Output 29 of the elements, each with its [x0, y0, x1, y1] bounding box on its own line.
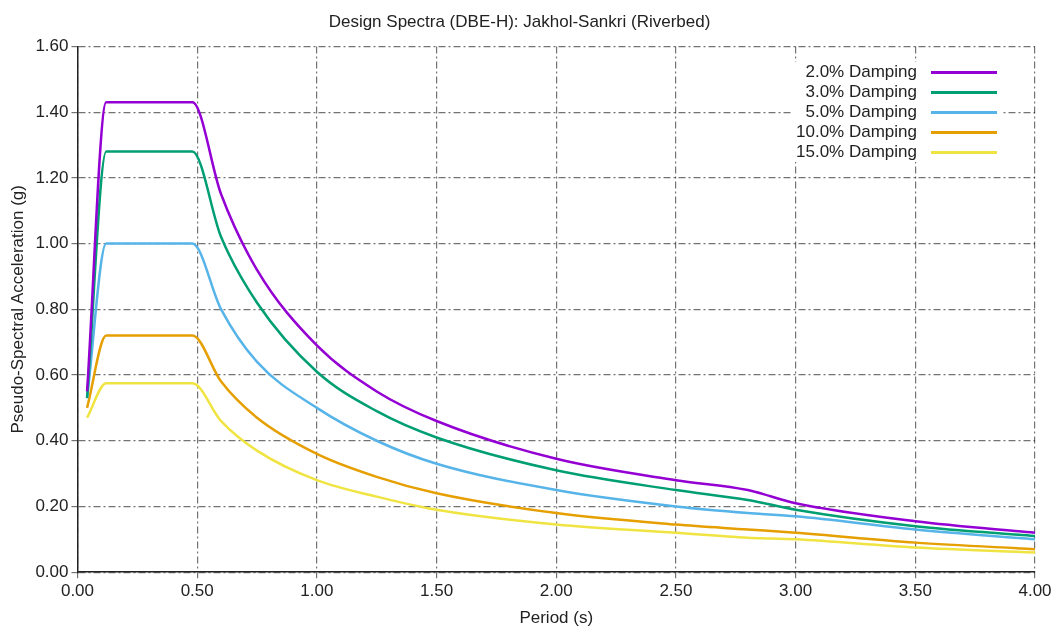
- y-axis-title: Pseudo-Spectral Acceleration (g): [7, 185, 27, 434]
- line-series: [85, 381, 1035, 554]
- line-series: [85, 334, 1035, 551]
- x-tick-label: 2.00: [539, 581, 573, 601]
- legend-label: 15.0% Damping: [796, 142, 917, 162]
- x-tick-label: 1.50: [420, 581, 454, 601]
- x-tick-label: 0.50: [180, 581, 214, 601]
- legend-label: 5.0% Damping: [805, 102, 917, 122]
- chart-title: Design Spectra (DBE-H): Jakhol-Sankri (Riverbed): [328, 11, 711, 31]
- y-tick-label: 0.20: [35, 496, 69, 516]
- y-tick-label: 0.40: [35, 430, 69, 450]
- x-tick-label: 2.50: [659, 581, 693, 601]
- legend-label: 10.0% Damping: [796, 122, 917, 142]
- line-series: [85, 242, 1035, 541]
- x-tick-label: 0.00: [60, 581, 95, 601]
- y-tick-label: 1.60: [35, 36, 69, 56]
- y-tick-label: 1.00: [35, 233, 69, 253]
- y-tick-label: 1.20: [35, 167, 69, 187]
- legend-label: 3.0% Damping: [805, 82, 917, 102]
- x-tick-label: 3.50: [898, 581, 932, 601]
- x-tick-label: 1.00: [300, 581, 334, 601]
- y-tick-label: 0.60: [35, 364, 69, 384]
- legend-label: 2.0% Damping: [805, 62, 917, 82]
- x-axis-title: Period (s): [519, 608, 594, 628]
- x-tick-label: 4.00: [1018, 581, 1052, 601]
- y-tick-label: 0.80: [35, 298, 69, 318]
- x-tick-label: 3.00: [779, 581, 813, 601]
- y-tick-label: 1.40: [35, 101, 69, 121]
- y-tick-label: 0.00: [35, 561, 69, 581]
